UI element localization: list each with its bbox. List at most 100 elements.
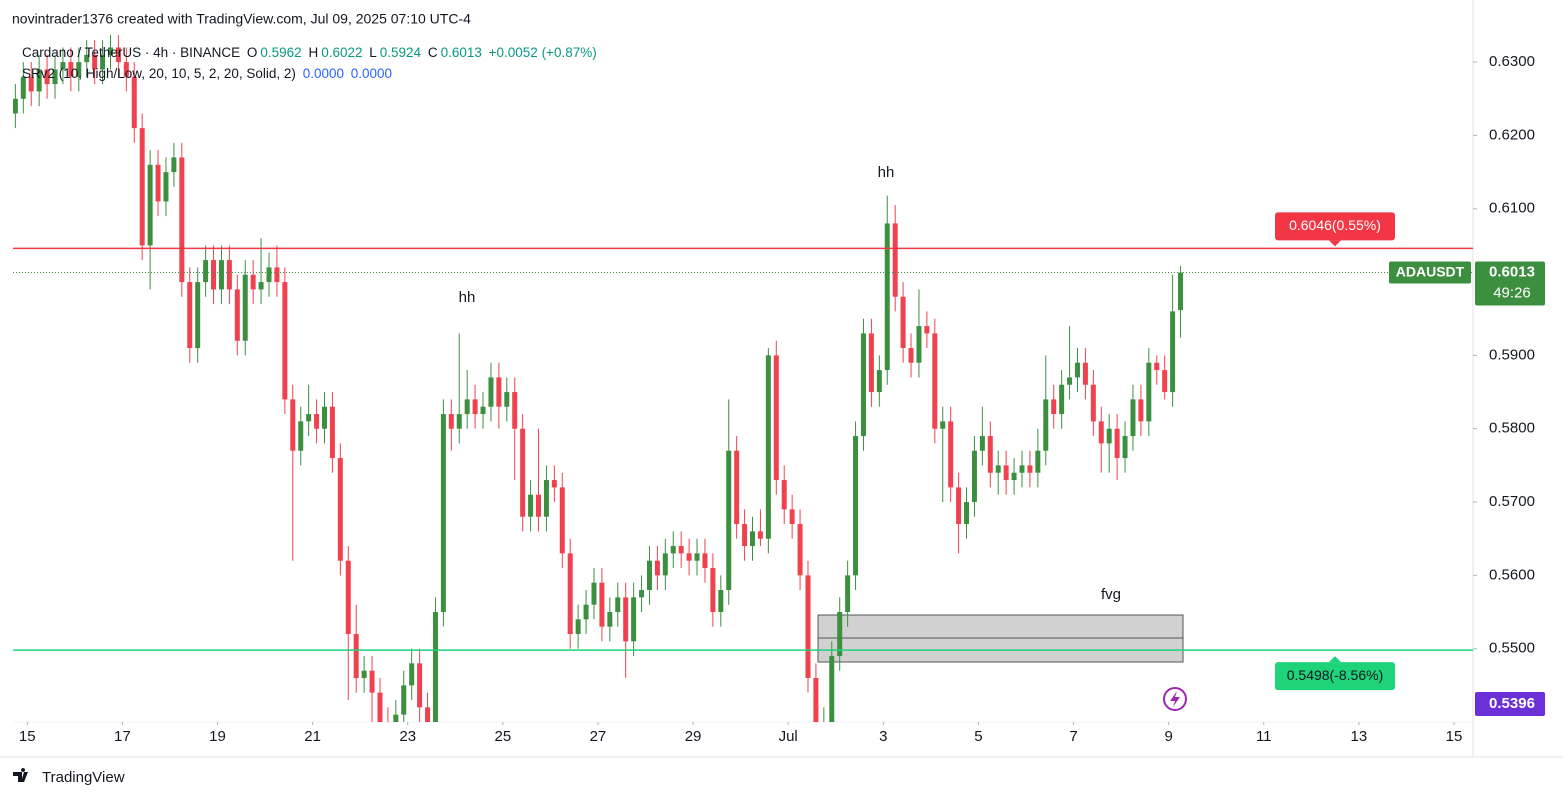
candle-body <box>694 553 700 561</box>
level-label-pointer <box>1329 240 1341 247</box>
candle-body <box>575 619 581 635</box>
ohlc-value: 0.5962 <box>260 45 302 60</box>
candle-body <box>1122 436 1128 459</box>
candle-body <box>1114 428 1120 459</box>
candle-body <box>821 722 826 729</box>
candle-body <box>583 604 589 620</box>
y-tick-label: 0.5800 <box>1489 420 1535 437</box>
candle-body <box>702 553 708 569</box>
candle-body <box>916 326 922 363</box>
candle-body <box>115 47 121 63</box>
candle-body <box>337 458 343 561</box>
candle-body <box>282 282 288 400</box>
candle-body <box>1003 465 1009 481</box>
candle-body <box>1178 272 1184 310</box>
y-tick-label: 0.5900 <box>1489 346 1535 363</box>
symbol-info: Cardano / TetherUS · 4h · BINANCE <box>22 45 241 60</box>
candle-body <box>797 524 803 576</box>
candle-body <box>409 663 415 686</box>
candle-body <box>36 69 42 92</box>
candle-body <box>868 333 874 393</box>
candle-body <box>100 54 106 70</box>
candle-body <box>837 612 843 657</box>
ohlc-letter: C <box>427 45 438 60</box>
y-tick-label: 0.6100 <box>1489 200 1535 217</box>
indicator-value: 0.0000 <box>350 66 393 81</box>
annotation: hh <box>459 289 476 306</box>
candle-body <box>52 69 58 85</box>
candle-body <box>773 355 779 481</box>
symbol-label: ADAUSDT <box>1396 263 1465 279</box>
ohlc-letter: H <box>308 45 319 60</box>
candle-body <box>274 267 280 283</box>
x-tick-label: 5 <box>974 728 982 745</box>
candle-body <box>13 98 18 114</box>
candle-body <box>750 531 756 547</box>
candle-body <box>987 436 993 473</box>
candle-body <box>504 392 510 407</box>
ohlc-value: 0.5924 <box>379 45 422 60</box>
candle-body <box>607 612 613 627</box>
candle-body <box>1162 370 1168 393</box>
candle-body <box>900 296 906 349</box>
candle-body <box>68 62 74 77</box>
candle-body <box>92 54 98 70</box>
candle-body <box>964 502 970 525</box>
candle-body <box>179 157 185 283</box>
x-tick-label: 29 <box>685 728 702 745</box>
candle-body <box>123 62 129 77</box>
candle-body <box>884 223 890 371</box>
candle-body <box>1138 399 1144 422</box>
candle-body <box>44 69 50 85</box>
candle-body <box>448 414 454 429</box>
candle-body <box>995 465 1001 473</box>
purple-label-box <box>1475 692 1545 716</box>
candle-body <box>757 531 763 539</box>
candle-body <box>28 76 34 92</box>
x-tick-label: 19 <box>209 728 226 745</box>
candle-body <box>678 546 684 554</box>
brand: TradingView <box>42 769 125 786</box>
candle-body <box>1011 472 1017 481</box>
x-tick-label: 9 <box>1164 728 1172 745</box>
candle-body <box>876 370 882 393</box>
candle-body <box>1043 399 1049 451</box>
candle-body <box>956 487 962 525</box>
y-tick-label: 0.5600 <box>1489 566 1535 583</box>
candle-body <box>528 494 534 517</box>
plot-area <box>13 35 1184 729</box>
candle-body <box>892 223 898 297</box>
indicator: SRv2 (10, High/Low, 20, 10, 5, 2, 20, So… <box>22 66 296 81</box>
candle-body <box>329 406 335 459</box>
candle-body <box>710 568 716 613</box>
candle-body <box>1059 384 1065 415</box>
x-tick-label: 25 <box>494 728 511 745</box>
candle-body <box>845 575 851 613</box>
candle-body <box>940 421 946 429</box>
candle-body <box>306 414 312 422</box>
candle-body <box>131 76 137 129</box>
candle-body <box>496 377 502 407</box>
candle-body <box>1090 384 1096 422</box>
candle-body <box>813 678 819 722</box>
candle-body <box>1154 362 1160 371</box>
candle-body <box>266 267 272 283</box>
candle-body <box>734 450 740 525</box>
caption: novintrader1376 created with TradingView… <box>12 11 471 27</box>
candle-body <box>853 436 859 576</box>
candle-body <box>456 414 462 429</box>
candle-body <box>726 450 732 591</box>
candle-body <box>639 590 645 598</box>
candle-body <box>948 421 954 488</box>
candle-body <box>139 128 145 246</box>
annotation: hh <box>878 164 895 181</box>
candle-body <box>670 546 676 554</box>
candle-body <box>646 560 652 591</box>
candle-body <box>60 62 66 70</box>
candle-body <box>559 487 565 554</box>
candle-body <box>543 480 549 517</box>
candle-body <box>321 406 327 429</box>
candle-body <box>425 707 431 722</box>
candle-body <box>686 553 692 561</box>
